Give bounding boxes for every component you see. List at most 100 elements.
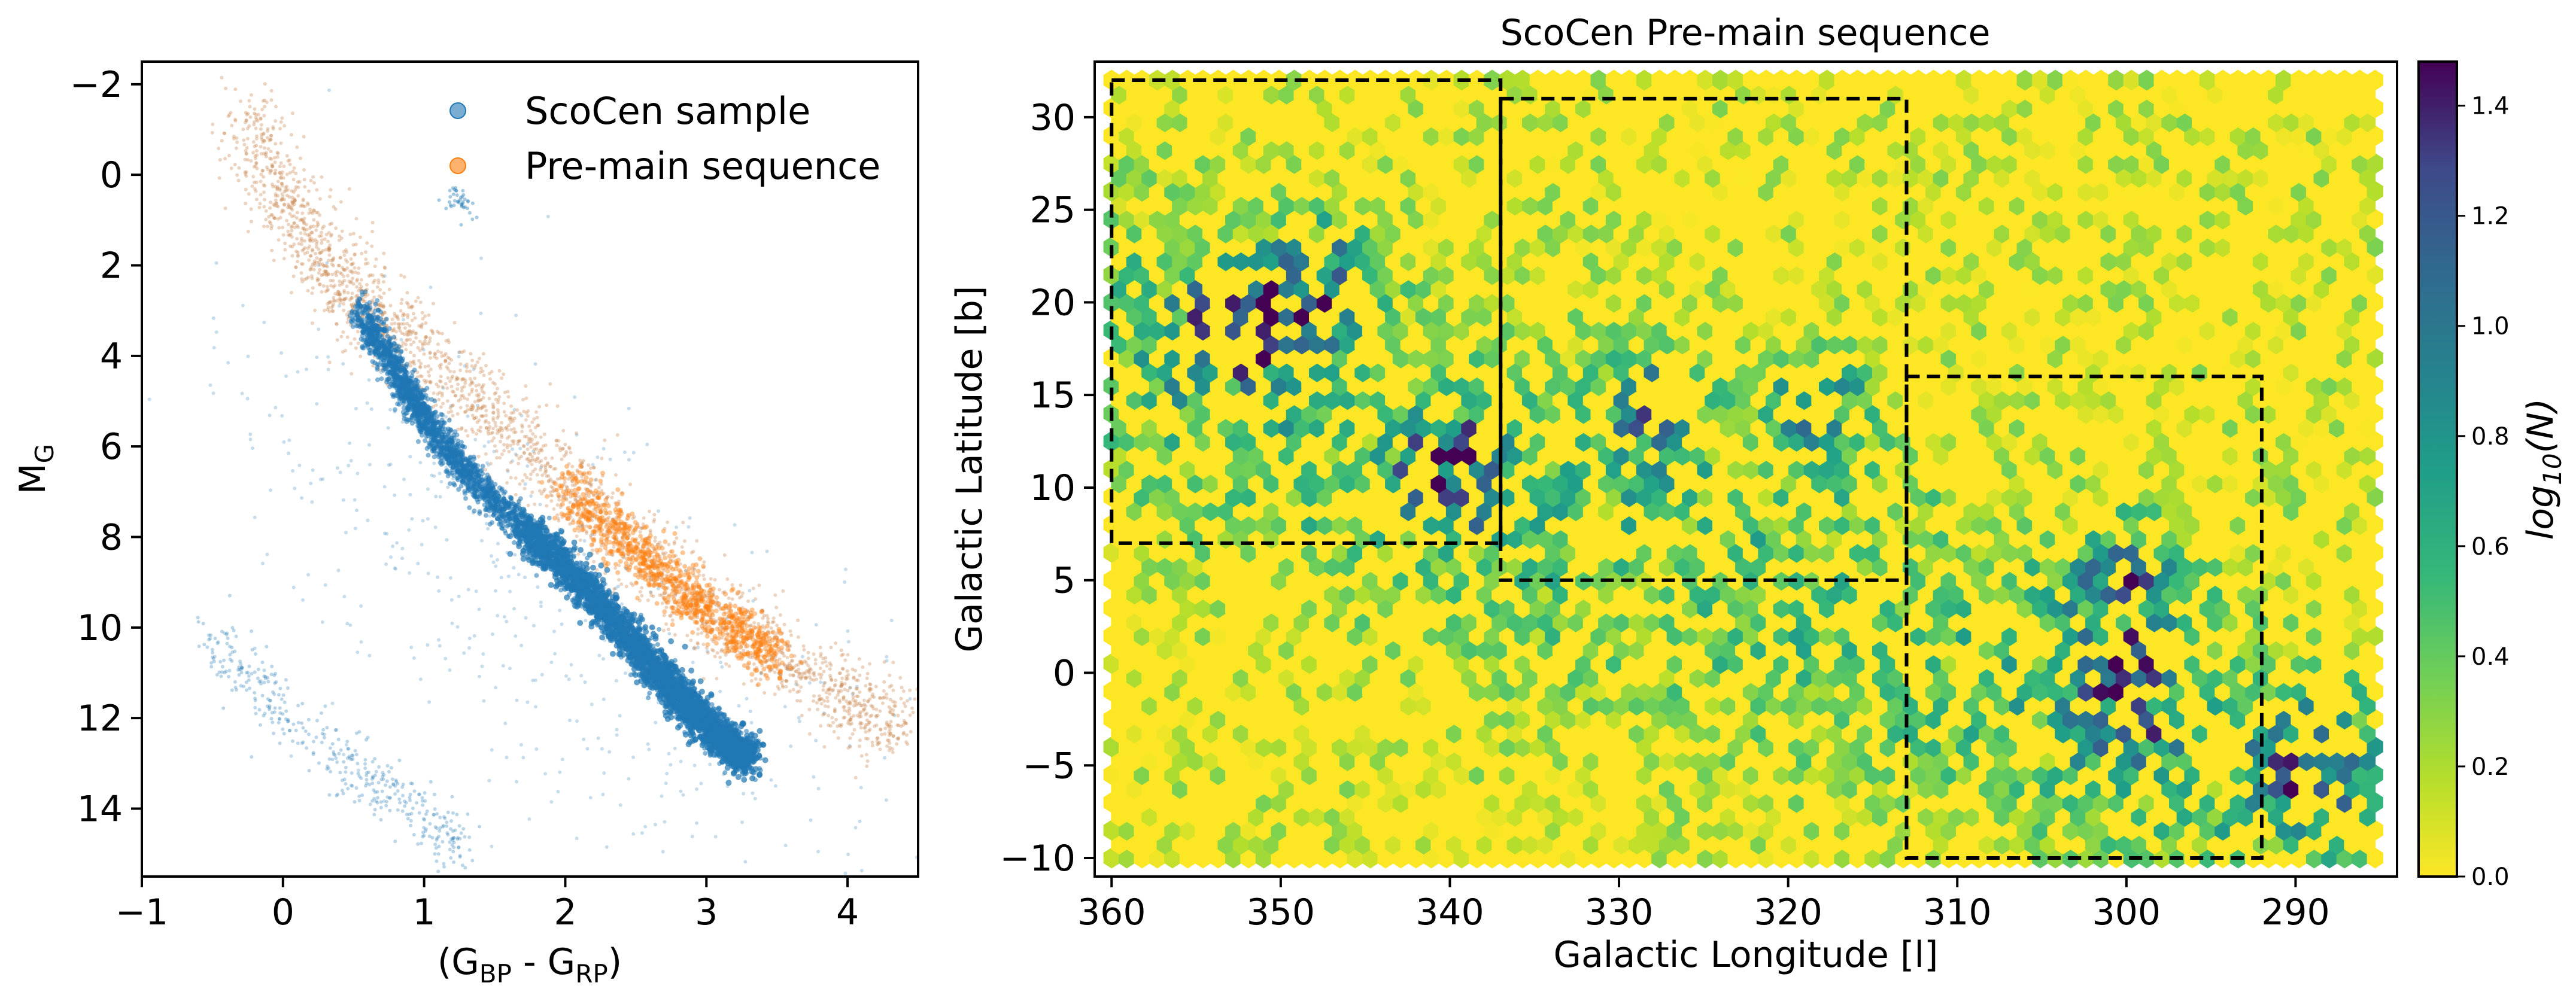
scatter-point	[583, 680, 587, 684]
scatter-point	[567, 446, 572, 451]
scatter-point	[870, 713, 874, 717]
scatter-point	[842, 708, 846, 713]
scatter-point	[848, 736, 852, 740]
scatter-point	[339, 200, 343, 204]
scatter-point	[239, 665, 244, 670]
scatter-point	[449, 819, 453, 823]
scatter-point	[219, 674, 223, 678]
scatter-point	[452, 187, 457, 191]
scatter-point	[272, 203, 277, 208]
scatter-point	[908, 688, 912, 692]
scatter-point	[259, 179, 263, 184]
scatter-point	[262, 320, 266, 324]
scatter-point	[876, 736, 880, 740]
scatter-point	[253, 690, 257, 695]
scatter-point	[484, 522, 488, 526]
scatter-point	[667, 632, 672, 636]
scatter-point	[314, 228, 318, 232]
scatter-point	[259, 116, 263, 120]
scatter-point	[394, 330, 398, 334]
scatter-point	[384, 783, 388, 787]
scatter-point	[433, 351, 437, 355]
scatter-point	[282, 124, 287, 128]
scatter-point	[248, 115, 253, 119]
scatter-point	[664, 605, 669, 610]
scatter-point	[300, 248, 305, 252]
scatter-point	[627, 777, 631, 781]
scatter-point	[241, 303, 245, 308]
scatter-point	[467, 505, 472, 510]
scatter-point	[379, 805, 383, 810]
scatter-point	[301, 226, 305, 230]
scatter-point	[590, 702, 594, 707]
scatter-point	[341, 498, 345, 502]
scatter-point	[391, 783, 396, 787]
scatter-point	[775, 623, 779, 628]
scatter-point	[353, 748, 357, 753]
scatter-point	[875, 740, 879, 744]
scatter-point	[412, 789, 417, 793]
scatter-point	[448, 840, 452, 844]
scatter-point	[245, 126, 250, 130]
scatter-point	[472, 416, 476, 421]
scatter-point	[455, 193, 459, 197]
scatter-point	[196, 616, 200, 620]
scatter-point	[330, 701, 335, 705]
scatter-point	[256, 667, 260, 671]
scatter-point	[274, 671, 278, 675]
scatter-point	[421, 803, 425, 807]
scatter-point	[207, 638, 211, 642]
scatter-point	[476, 454, 481, 458]
scatter-point	[234, 146, 238, 150]
scatter-point	[445, 831, 449, 835]
scatter-point	[202, 643, 206, 647]
scatter-point	[250, 671, 254, 675]
scatter-point	[484, 468, 487, 472]
scatter-point	[494, 686, 498, 690]
scatter-point	[481, 395, 485, 400]
scatter-point	[458, 855, 462, 859]
scatter-point	[865, 759, 870, 763]
scatter-point	[248, 686, 251, 690]
scatter-point	[491, 560, 496, 564]
scatter-point	[345, 622, 350, 626]
scatter-point	[353, 252, 357, 257]
scatter-point	[800, 655, 804, 659]
scatter-point	[435, 826, 439, 830]
scatter-point	[462, 651, 466, 655]
scatter-point	[558, 608, 562, 613]
scatter-point	[247, 678, 251, 682]
scatter-point	[882, 695, 886, 699]
scatter-point	[330, 258, 335, 263]
scatter-point	[408, 793, 412, 796]
scatter-point	[548, 382, 552, 386]
scatter-point	[904, 722, 909, 726]
scatter-point	[363, 762, 367, 766]
scatter-point	[782, 654, 786, 658]
scatter-point	[308, 244, 312, 248]
scatter-point	[300, 721, 304, 725]
scatter-point	[508, 589, 512, 594]
scatter-point	[785, 655, 789, 659]
scatter-point	[745, 696, 749, 701]
scatter-point	[514, 634, 518, 638]
scatter-point	[460, 202, 464, 206]
scatter-point	[491, 427, 495, 431]
scatter-point	[619, 602, 624, 606]
scatter-point	[418, 677, 423, 681]
scatter-point	[408, 571, 412, 575]
scatter-point	[830, 716, 834, 720]
scatter-point	[901, 723, 905, 727]
scatter-point	[829, 663, 833, 667]
scatter-point	[310, 500, 314, 504]
scatter-point	[354, 242, 358, 247]
scatter-point	[312, 267, 316, 272]
scatter-point	[311, 249, 314, 253]
scatter-point	[451, 811, 455, 815]
scatter-point	[748, 710, 752, 713]
scatter-point	[482, 391, 486, 395]
scatter-point	[783, 705, 787, 709]
scatter-point	[730, 583, 734, 587]
scatter-point	[284, 717, 288, 721]
scatter-point	[224, 670, 228, 674]
